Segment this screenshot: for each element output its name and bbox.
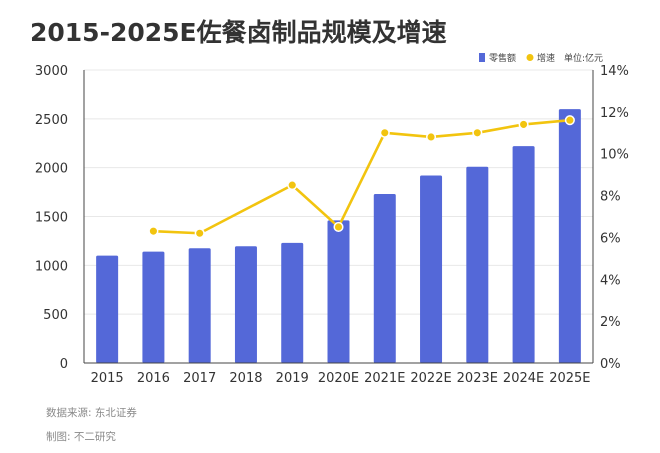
y-left-tick-2500: 2500	[35, 113, 68, 128]
x-tick-2022E: 2022E	[410, 371, 451, 386]
growth-point-2025E	[564, 115, 575, 126]
growth-point-2017	[194, 228, 205, 239]
x-tick-2019: 2019	[276, 371, 309, 386]
x-tick-2015: 2015	[91, 371, 124, 386]
y-left-tick-1500: 1500	[35, 211, 68, 226]
bar-2024E	[512, 146, 535, 363]
legend-label-line: 增速	[537, 52, 555, 64]
growth-point-2020E	[333, 221, 344, 233]
chart-title: 2015-2025E佐餐卤制品规模及增速	[30, 18, 447, 47]
axes	[83, 70, 594, 364]
legend-swatch-line	[526, 54, 534, 61]
y-right-tick-8: 8%	[600, 190, 621, 205]
bar-2015	[96, 255, 119, 363]
x-tick-2017: 2017	[183, 371, 216, 386]
y-right-tick-12: 12%	[600, 106, 629, 121]
bar-2019	[281, 242, 304, 363]
y-left-tick-3000: 3000	[35, 64, 68, 79]
y-left-tick-500: 500	[43, 308, 68, 323]
unit-note: 单位:亿元	[564, 52, 603, 64]
y-left-tick-0: 0	[60, 357, 68, 372]
bar-2016	[142, 251, 165, 363]
x-tick-2023E: 2023E	[457, 371, 498, 386]
growth-line	[148, 115, 575, 239]
x-tick-2021E: 2021E	[364, 371, 405, 386]
bar-2021E	[373, 194, 396, 363]
bars	[96, 109, 581, 363]
bar-2022E	[420, 175, 443, 363]
growth-point-2016	[148, 226, 159, 237]
y-right-tick-14: 14%	[600, 64, 629, 79]
bar-2018	[234, 246, 257, 363]
y-right-tick-4: 4%	[600, 273, 621, 288]
growth-point-2022E	[425, 131, 437, 143]
x-tick-2016: 2016	[137, 371, 170, 386]
grid	[84, 69, 593, 315]
x-tick-2024E: 2024E	[503, 371, 544, 386]
x-tick-2018: 2018	[229, 371, 262, 386]
growth-point-2024E	[518, 119, 529, 130]
chart-credit: 制图: 不二研究	[46, 430, 116, 443]
data-source: 数据来源: 东北证券	[46, 406, 137, 419]
x-tick-2025E: 2025E	[549, 371, 590, 386]
x-tick-2020E: 2020E	[318, 371, 359, 386]
y-left-tick-1000: 1000	[35, 259, 68, 274]
growth-point-2023E	[472, 127, 483, 138]
legend-swatch-bar	[479, 53, 485, 62]
y-left-tick-2000: 2000	[35, 162, 68, 177]
y-right-tick-0: 0%	[600, 357, 621, 372]
bar-2020E	[327, 220, 350, 363]
legend-label-bar: 零售额	[489, 52, 516, 64]
y-right-tick-10: 10%	[600, 148, 629, 163]
bar-2017	[188, 248, 211, 363]
bar-2023E	[466, 166, 489, 363]
tick-labels: 0 500 1000 1500 2000 2500 3000 0% 2% 4% 6% 8% 10% 12%…	[35, 64, 629, 386]
growth-point-2021E	[379, 127, 390, 138]
y-right-tick-6: 6%	[600, 231, 621, 246]
y-right-tick-2: 2%	[600, 315, 621, 330]
growth-point-2019	[287, 180, 298, 191]
legend: 零售额 增速 单位:亿元	[479, 52, 603, 64]
bar-2025E	[558, 109, 581, 363]
